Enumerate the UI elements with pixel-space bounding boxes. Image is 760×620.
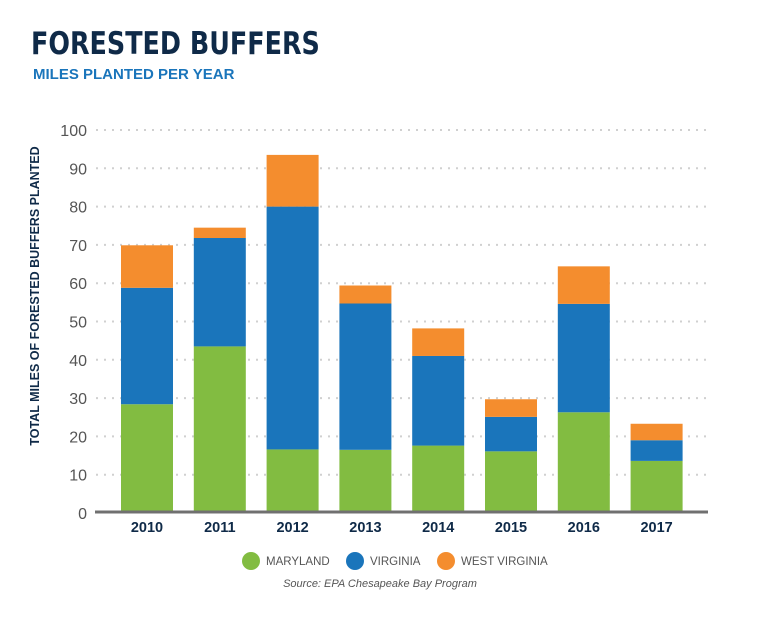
source-note: Source: EPA Chesapeake Bay Program	[283, 578, 477, 590]
legend-label: MARYLAND	[266, 556, 330, 568]
bar-maryland-2015	[485, 451, 537, 513]
x-tick-label: 2016	[568, 520, 600, 536]
y-axis-label: TOTAL MILES OF FORESTED BUFFERS PLANTED	[28, 146, 42, 445]
y-tick-label: 30	[69, 391, 87, 408]
legend-item-west-virginia: WEST VIRGINIA	[437, 552, 548, 570]
x-tick-label: 2012	[276, 520, 308, 536]
bars	[121, 154, 683, 513]
x-tick-label: 2010	[131, 520, 163, 536]
bar-maryland-2017	[630, 460, 683, 513]
legend: MARYLAND VIRGINIA WEST VIRGINIA	[242, 552, 548, 570]
bar-virginia-2010	[121, 287, 173, 405]
gridlines	[96, 129, 708, 476]
y-tick-label: 100	[60, 123, 87, 140]
legend-swatch	[242, 552, 260, 570]
bar-maryland-2013	[339, 449, 392, 513]
bar-west-virginia-2014	[412, 328, 465, 356]
y-tick-label: 10	[69, 468, 87, 485]
bar-west-virginia-2016	[557, 266, 610, 304]
y-tick-label: 90	[69, 161, 87, 178]
bar-maryland-2014	[412, 445, 465, 513]
legend-swatch	[346, 552, 364, 570]
legend-item-virginia: VIRGINIA	[346, 552, 421, 570]
bar-west-virginia-2017	[630, 423, 683, 441]
chart-title: FORESTED BUFFERS	[31, 26, 320, 62]
bar-virginia-2017	[630, 440, 683, 461]
bar-virginia-2011	[193, 238, 246, 347]
legend-label: VIRGINIA	[370, 556, 421, 568]
y-tick-label: 50	[69, 315, 87, 332]
y-tick-label: 20	[69, 429, 87, 446]
chart-subtitle: MILES PLANTED PER YEAR	[33, 66, 235, 83]
y-tick-label: 0	[78, 506, 87, 523]
bar-west-virginia-2011	[193, 227, 246, 239]
x-tick-label: 2011	[204, 520, 235, 536]
bar-maryland-2012	[266, 449, 319, 513]
x-tick-label: 2015	[495, 520, 527, 536]
bar-virginia-2016	[557, 303, 610, 413]
bar-maryland-2016	[557, 412, 610, 513]
bar-west-virginia-2010	[121, 245, 173, 288]
bar-maryland-2011	[193, 346, 246, 513]
y-tick-labels: 0 10 20 30 40 50 60 70 80 90 100	[60, 123, 87, 523]
x-tick-label: 2017	[640, 520, 672, 536]
bar-virginia-2013	[339, 303, 392, 450]
legend-label: WEST VIRGINIA	[461, 556, 548, 568]
bar-virginia-2012	[266, 206, 319, 450]
legend-item-maryland: MARYLAND	[242, 552, 330, 570]
x-tick-label: 2014	[422, 520, 454, 536]
x-tick-label: 2013	[349, 520, 381, 536]
x-tick-labels: 2010 2011 2012 2013 2014 2015 2016 2017	[131, 520, 673, 536]
bar-west-virginia-2015	[485, 399, 537, 417]
y-tick-label: 80	[69, 200, 87, 217]
legend-swatch	[437, 552, 455, 570]
y-tick-label: 70	[69, 238, 87, 255]
bar-west-virginia-2013	[339, 285, 392, 304]
bar-west-virginia-2012	[266, 154, 319, 207]
bar-virginia-2014	[412, 355, 465, 446]
y-tick-label: 40	[69, 353, 87, 370]
bar-virginia-2015	[485, 416, 537, 452]
y-tick-label: 60	[69, 276, 87, 293]
bar-maryland-2010	[121, 404, 173, 513]
